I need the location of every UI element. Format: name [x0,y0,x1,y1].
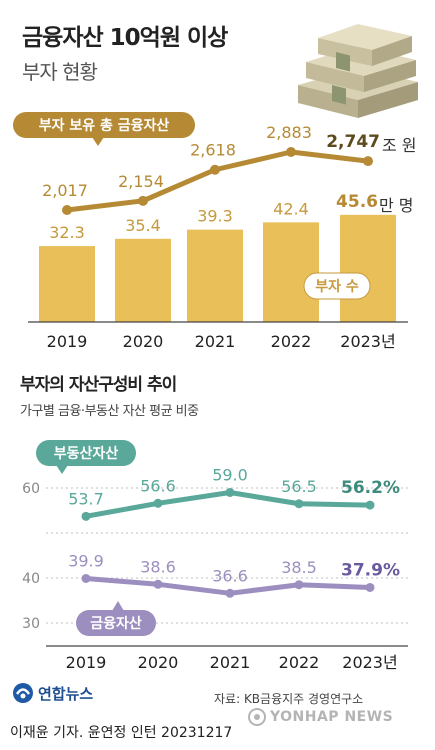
financial-legend-pointer [112,601,124,611]
asset-value-label: 2,154 [118,172,164,191]
financial-point [81,573,91,583]
financial-value-label: 38.6 [140,557,176,576]
asset-point [62,205,72,215]
financial-legend-pill [76,610,156,636]
yonhap-logo-icon [13,683,33,703]
financial-point [294,580,304,590]
real-estate-value-label: 56.5 [281,477,317,496]
financial-point [153,579,163,589]
watermark-text: YONHAP NEWS [270,709,394,725]
x-tick-label: 2019 [66,653,107,672]
real-estate-legend-pill [36,440,136,466]
y-tick-label: 60 [22,481,40,497]
x-tick-label: 2023년 [342,653,397,672]
section2-subtitle: 가구별 금융·부동산 자산 평균 비중 [20,404,199,419]
y-tick-label: 40 [22,571,40,587]
real-estate-point [294,499,304,509]
asset-point [286,147,296,157]
x-tick-label: 2020 [138,653,179,672]
asset-legend-label: 부자 보유 총 금융자산 [39,117,170,134]
x-tick-label: 2019 [47,332,88,351]
x-tick-label: 2021 [195,332,236,351]
asset-value-label: 2,747 [326,132,380,152]
real-estate-value-label: 56.2% [341,478,400,498]
section2-title: 부자의 자산구성비 추이 [20,375,177,395]
asset-point [210,164,220,175]
bar-value-label: 45.6 [336,192,378,212]
credit-line: 이재윤 기자. 윤연정 인턴 20231217 [10,725,233,741]
real-estate-value-label: 53.7 [68,489,104,508]
bar-value-label: 39.3 [197,207,233,226]
x-tick-label: 2022 [271,332,312,351]
asset-unit: 조 원 [382,136,417,155]
real-estate-point [153,498,163,508]
financial-value-label: 38.5 [281,558,317,577]
bar-value-label: 32.3 [49,223,85,242]
bar-2021 [187,229,243,322]
bar-legend-pill [303,272,371,300]
real-estate-point [365,500,375,510]
asset-value-label: 2,883 [266,123,312,142]
composition-chart: 30 40 60 53.7 56.6 59.0 56.5 56.2% 39.9 38.6 36.6… [22,440,408,672]
agency-logo-text: 연합뉴스 [38,684,94,703]
page-subtitle: 부자 현황 [22,60,98,84]
money-stack-icon [298,24,418,118]
watermark: YONHAP NEWS [248,708,393,726]
top-chart: 32.3 35.4 39.3 42.4 45.6 2019 2020 2021 2022 202… [13,112,417,351]
real-estate-value-label: 56.6 [140,476,176,495]
real-estate-legend-label: 부동산자산 [54,445,119,462]
financial-point [225,588,235,598]
real-estate-value-label: 59.0 [212,466,248,485]
source-note: 자료: KB금융지주 경영연구소 [214,692,364,706]
bar-unit: 만 명 [379,196,414,215]
asset-point [138,195,148,206]
y-tick-label: 30 [22,616,40,632]
watermark-logo-icon [248,708,266,726]
bar-value-label: 42.4 [273,199,309,218]
financial-value-label: 36.6 [212,566,248,585]
financial-legend-label: 금융자산 [90,615,142,632]
real-estate-point [81,511,91,521]
bar-value-label: 35.4 [125,216,161,235]
asset-value-label: 2,017 [42,181,88,200]
x-tick-label: 2023년 [340,332,395,351]
financial-value-label: 39.9 [68,551,104,570]
bar-2023년 [340,214,396,322]
bar-2019 [39,246,95,322]
bar-2022 [263,222,319,322]
x-tick-label: 2021 [210,653,251,672]
real-estate-legend-pointer [56,465,68,474]
asset-value-label: 2,618 [190,141,236,160]
asset-legend-pointer [92,137,104,146]
real-estate-point [225,488,235,497]
agency-logo: 연합뉴스 [12,682,93,704]
x-tick-label: 2022 [279,653,320,672]
x-tick-label: 2020 [123,332,164,351]
bar-legend-label: 부자 수 [315,279,359,295]
financial-point [365,582,375,592]
asset-legend-pill [13,112,195,138]
page-title: 금융자산 10억원 이상 [22,25,228,51]
bar-2020 [115,238,171,322]
financial-value-label: 37.9% [341,560,400,580]
asset-point [363,156,373,167]
total-asset-line [64,149,371,213]
